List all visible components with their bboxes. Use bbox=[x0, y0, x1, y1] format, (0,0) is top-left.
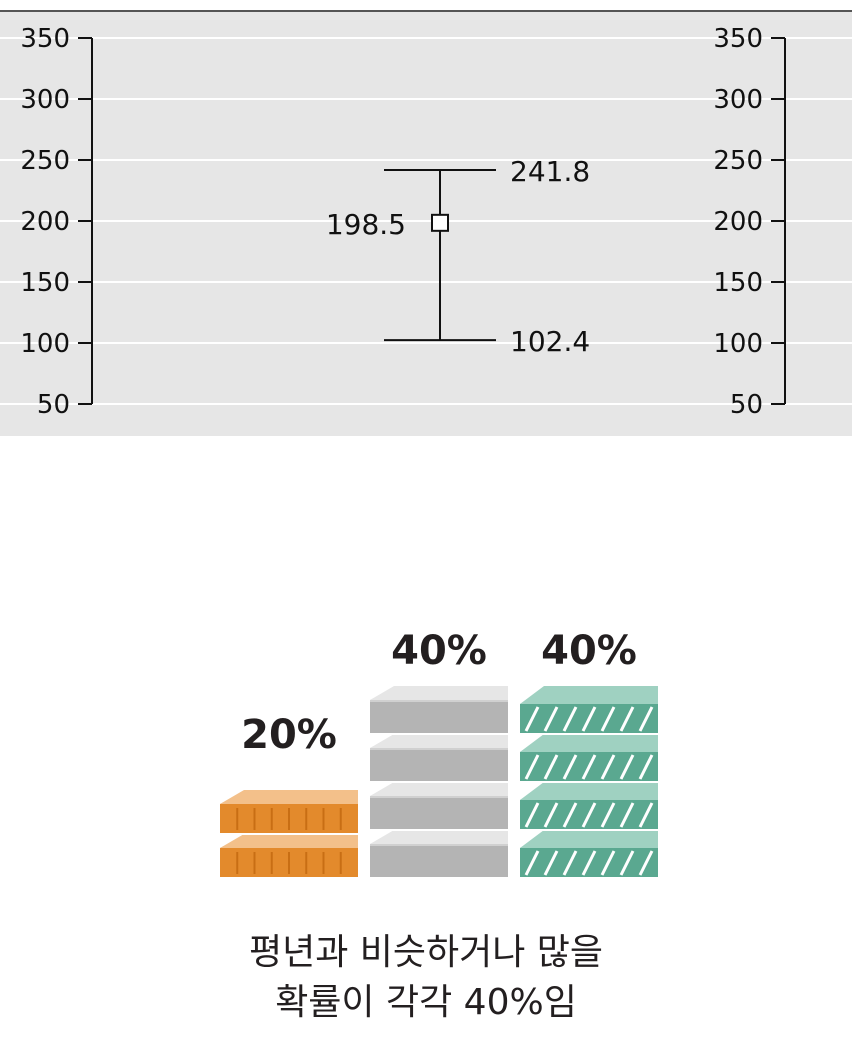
gray-block-stack bbox=[370, 686, 508, 879]
upper-value-label: 241.8 bbox=[510, 155, 590, 188]
block-top-face bbox=[520, 686, 658, 704]
left-axis-tick-label: 300 bbox=[20, 85, 70, 115]
block-top-face bbox=[220, 790, 358, 804]
left-axis-tick-label: 100 bbox=[20, 329, 70, 359]
stripe-line bbox=[619, 754, 635, 780]
green-percent-label: 40% bbox=[541, 628, 637, 674]
gray-percent-label: 40% bbox=[391, 628, 487, 674]
block-top-face bbox=[520, 830, 658, 848]
block-top-face bbox=[370, 782, 508, 796]
stripe-line bbox=[619, 802, 635, 828]
stripe-line bbox=[524, 706, 540, 732]
block-top-face bbox=[370, 686, 508, 700]
stripe-line bbox=[581, 802, 597, 828]
stripe-line bbox=[638, 850, 654, 876]
stripe-line bbox=[619, 706, 635, 732]
right-axis-tick-label: 100 bbox=[713, 329, 763, 359]
block-side bbox=[370, 748, 508, 782]
stripe-line bbox=[543, 754, 559, 780]
block-top-face bbox=[220, 834, 358, 848]
stripe-line bbox=[581, 850, 597, 876]
stripe-line bbox=[638, 706, 654, 732]
stripe-line bbox=[600, 850, 616, 876]
chart-panel: 350 300 250 200 150 100 50 350 300 250 200 150 100 50… bbox=[0, 0, 852, 436]
stripe-line bbox=[562, 706, 578, 732]
right-axis-tick-label: 150 bbox=[713, 268, 763, 298]
right-axis-tick-label: 250 bbox=[713, 146, 763, 176]
stripe-line bbox=[619, 850, 635, 876]
green-block-stack bbox=[520, 686, 658, 879]
block-side bbox=[370, 796, 508, 830]
point-estimate-marker bbox=[431, 213, 449, 232]
stripe-line bbox=[638, 802, 654, 828]
stripe-line bbox=[600, 706, 616, 732]
stripe-line bbox=[581, 706, 597, 732]
stripe-line bbox=[638, 754, 654, 780]
block-top-face bbox=[520, 734, 658, 752]
right-axis-tick-label: 350 bbox=[713, 24, 763, 54]
right-axis-tick-label: 300 bbox=[713, 85, 763, 115]
block-top-face bbox=[370, 734, 508, 748]
block-top-face bbox=[370, 830, 508, 844]
orange-percent-label: 20% bbox=[241, 712, 337, 758]
right-axis-tick-label: 200 bbox=[713, 207, 763, 237]
stripe-line bbox=[562, 850, 578, 876]
block-side bbox=[370, 700, 508, 734]
left-axis-tick-label: 50 bbox=[37, 390, 70, 420]
error-bar-chart: 350 300 250 200 150 100 50 350 300 250 200 150 100 50… bbox=[0, 0, 852, 420]
caption-line-2: 확률이 각각 40%임 bbox=[275, 982, 577, 1023]
stripe-line bbox=[543, 850, 559, 876]
left-axis-tick-label: 200 bbox=[20, 207, 70, 237]
stripe-line bbox=[524, 754, 540, 780]
left-axis-tick-label: 350 bbox=[20, 24, 70, 54]
stripe-line bbox=[581, 754, 597, 780]
stripe-line bbox=[600, 754, 616, 780]
caption: 평년과 비슷하거나 많을 확률이 각각 40%임 bbox=[0, 928, 852, 1028]
caption-line-1: 평년과 비슷하거나 많을 bbox=[248, 932, 604, 973]
orange-block-stack bbox=[220, 790, 358, 879]
right-axis-tick-label: 50 bbox=[730, 390, 763, 420]
point-value-label: 198.5 bbox=[326, 208, 406, 241]
stripe-line bbox=[562, 754, 578, 780]
stripe-line bbox=[524, 802, 540, 828]
block-top-face bbox=[520, 782, 658, 800]
lower-value-label: 102.4 bbox=[510, 325, 590, 358]
top-band bbox=[0, 0, 852, 11]
left-axis-tick-label: 250 bbox=[20, 146, 70, 176]
stripe-line bbox=[524, 850, 540, 876]
block-side bbox=[370, 844, 508, 878]
left-axis-tick-label: 150 bbox=[20, 268, 70, 298]
stripe-line bbox=[543, 706, 559, 732]
stripe-line bbox=[543, 802, 559, 828]
probability-blocks: 20% 40% 40% bbox=[220, 628, 658, 879]
stripe-line bbox=[600, 802, 616, 828]
stripe-line bbox=[562, 802, 578, 828]
